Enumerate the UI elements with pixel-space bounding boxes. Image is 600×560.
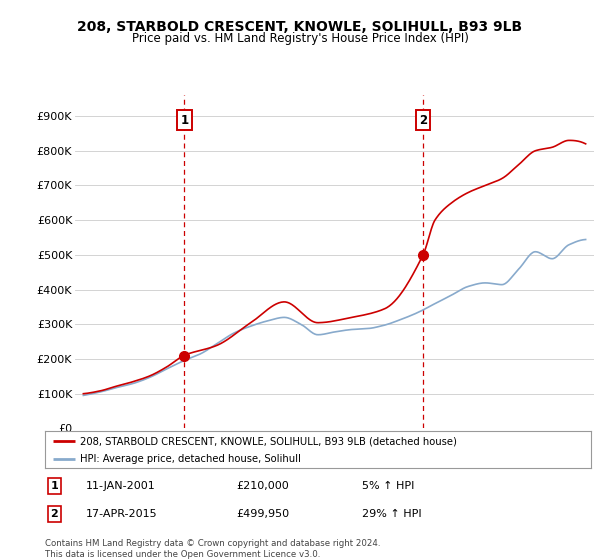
- Text: £499,950: £499,950: [236, 509, 289, 519]
- Text: Contains HM Land Registry data © Crown copyright and database right 2024.
This d: Contains HM Land Registry data © Crown c…: [45, 539, 380, 559]
- Text: 5% ↑ HPI: 5% ↑ HPI: [362, 481, 414, 491]
- Text: 2: 2: [50, 509, 58, 519]
- Text: £210,000: £210,000: [236, 481, 289, 491]
- Text: 17-APR-2015: 17-APR-2015: [86, 509, 158, 519]
- Text: 1: 1: [50, 481, 58, 491]
- Text: 208, STARBOLD CRESCENT, KNOWLE, SOLIHULL, B93 9LB (detached house): 208, STARBOLD CRESCENT, KNOWLE, SOLIHULL…: [80, 436, 457, 446]
- Text: 2: 2: [419, 114, 427, 127]
- Text: 29% ↑ HPI: 29% ↑ HPI: [362, 509, 421, 519]
- Text: 1: 1: [180, 114, 188, 127]
- Text: 11-JAN-2001: 11-JAN-2001: [86, 481, 156, 491]
- Text: HPI: Average price, detached house, Solihull: HPI: Average price, detached house, Soli…: [80, 454, 301, 464]
- Text: Price paid vs. HM Land Registry's House Price Index (HPI): Price paid vs. HM Land Registry's House …: [131, 32, 469, 45]
- Text: 208, STARBOLD CRESCENT, KNOWLE, SOLIHULL, B93 9LB: 208, STARBOLD CRESCENT, KNOWLE, SOLIHULL…: [77, 20, 523, 34]
